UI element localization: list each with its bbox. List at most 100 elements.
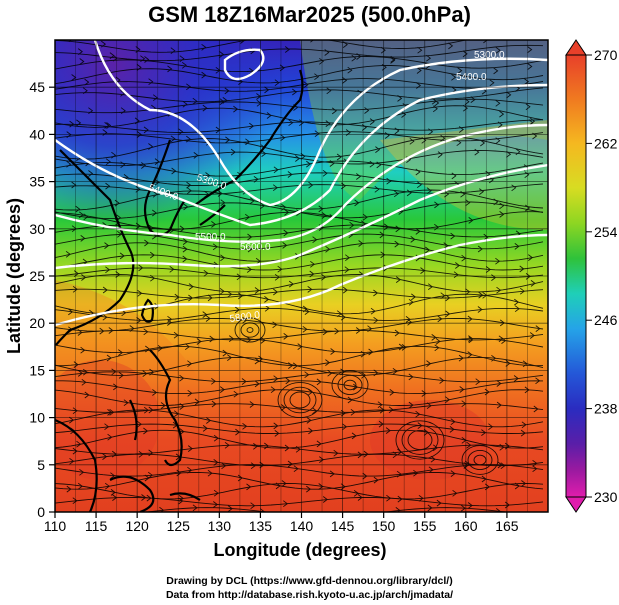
streamline-arrow bbox=[120, 107, 126, 115]
streamline-arrow bbox=[374, 185, 380, 193]
streamline-arrow bbox=[68, 40, 73, 43]
streamline-arrow bbox=[77, 482, 83, 490]
streamline-arrow bbox=[71, 74, 77, 81]
streamline-arrow bbox=[260, 337, 266, 344]
streamline-arrow bbox=[336, 310, 342, 318]
streamline-arrow bbox=[489, 79, 495, 87]
x-tick-label: 125 bbox=[167, 518, 191, 534]
streamline-arrow bbox=[383, 264, 389, 272]
streamline-arrow bbox=[456, 139, 462, 147]
streamline-arrow bbox=[274, 430, 280, 437]
streamline-arrow bbox=[385, 427, 391, 434]
streamline-arrow bbox=[112, 54, 118, 62]
streamline-arrow bbox=[499, 110, 505, 118]
streamline-arrow bbox=[242, 316, 248, 324]
streamline-arrow bbox=[410, 236, 416, 243]
streamline-arrow bbox=[535, 512, 539, 518]
y-axis: 0 5 10 15 20 25 30 35 40 45 bbox=[29, 79, 55, 520]
contour-5600 bbox=[55, 163, 548, 270]
streamline bbox=[55, 44, 544, 62]
streamline-arrow bbox=[119, 252, 125, 260]
streamline-arrow bbox=[106, 122, 112, 129]
streamline-arrow bbox=[212, 243, 218, 251]
streamline-arrow bbox=[495, 46, 501, 54]
streamline-arrow bbox=[466, 441, 472, 449]
streamline bbox=[55, 307, 544, 321]
streamline-arrow bbox=[274, 79, 280, 87]
streamline-arrow bbox=[211, 377, 217, 385]
streamline-arrow bbox=[84, 78, 90, 86]
streamline bbox=[55, 483, 544, 500]
streamline-arrow bbox=[225, 136, 231, 144]
streamline-arrow bbox=[247, 233, 253, 241]
y-tick-label: 0 bbox=[37, 504, 45, 520]
streamline-arrow bbox=[392, 451, 398, 459]
streamline-arrow bbox=[312, 236, 318, 244]
colorbar-tick-label: 254 bbox=[594, 224, 618, 240]
streamline-arrow bbox=[137, 289, 143, 297]
streamline-arrow bbox=[302, 325, 308, 333]
streamline-arrow bbox=[485, 170, 491, 178]
streamline-arrow bbox=[181, 61, 187, 69]
streamline-arrow bbox=[81, 274, 87, 281]
streamline-arrow bbox=[118, 349, 124, 356]
x-tick-label: 145 bbox=[331, 518, 355, 534]
streamline-arrow bbox=[227, 354, 233, 361]
streamline-arrow bbox=[445, 294, 451, 302]
streamline-arrow bbox=[445, 396, 451, 404]
streamline-arrow bbox=[409, 137, 415, 145]
streamline-arrow bbox=[194, 398, 200, 406]
streamline-arrow bbox=[330, 348, 336, 355]
streamline-arrow bbox=[277, 265, 283, 273]
streamline-arrow bbox=[82, 87, 88, 95]
streamline-arrow bbox=[450, 470, 456, 477]
streamline-arrow bbox=[448, 42, 454, 50]
contour-5300-closed bbox=[223, 48, 265, 81]
streamline-arrow bbox=[439, 377, 445, 384]
streamline-arrow bbox=[83, 213, 89, 221]
streamline-arrow bbox=[459, 386, 465, 393]
streamline-arrow bbox=[496, 401, 502, 409]
streamline bbox=[55, 403, 544, 413]
streamline-arrow bbox=[481, 429, 487, 436]
streamline-arrow bbox=[434, 99, 440, 107]
streamline-arrow bbox=[254, 380, 260, 388]
streamline-arrow bbox=[376, 161, 382, 169]
streamline-arrow bbox=[79, 468, 85, 476]
streamline bbox=[55, 98, 544, 114]
streamline-arrow bbox=[344, 266, 350, 274]
streamline-arrow bbox=[384, 132, 390, 139]
figure-title: GSM 18Z16Mar2025 (500.0hPa) bbox=[148, 2, 471, 27]
streamline-arrow bbox=[483, 233, 489, 241]
streamline-arrow bbox=[102, 453, 108, 460]
streamline-arrow bbox=[145, 345, 151, 353]
streamline-arrow bbox=[261, 150, 267, 157]
streamline-arrow bbox=[431, 334, 437, 341]
streamline-arrow bbox=[144, 474, 150, 482]
streamline-arrow bbox=[227, 290, 233, 298]
streamline-arrow bbox=[522, 360, 528, 368]
colorbar-tick-label: 238 bbox=[594, 401, 618, 417]
streamline-arrow bbox=[319, 57, 325, 65]
streamline-arrow bbox=[184, 343, 190, 351]
streamline-arrow bbox=[521, 421, 527, 429]
streamline-arrow bbox=[493, 67, 499, 75]
streamline-arrow bbox=[306, 485, 312, 493]
streamline-arrow bbox=[428, 466, 434, 474]
streamline-arrow bbox=[123, 399, 129, 407]
streamline-arrow bbox=[351, 54, 357, 62]
contour-label-5400-ne: 5400.0 bbox=[456, 72, 487, 83]
streamline-arrow bbox=[148, 449, 154, 457]
streamline-arrow bbox=[488, 423, 494, 431]
streamline-arrow bbox=[107, 409, 113, 416]
streamline-arrow bbox=[272, 184, 278, 192]
streamline-arrow bbox=[111, 151, 117, 159]
y-axis-title: Latitude (degrees) bbox=[4, 198, 24, 354]
streamline-arrow bbox=[307, 286, 313, 293]
streamline bbox=[55, 317, 544, 332]
streamline-arrow bbox=[356, 173, 362, 180]
streamline-arrow bbox=[221, 462, 227, 470]
streamline-arrow bbox=[484, 388, 490, 396]
streamline-arrow bbox=[477, 245, 483, 253]
streamline-arrow bbox=[182, 245, 188, 253]
